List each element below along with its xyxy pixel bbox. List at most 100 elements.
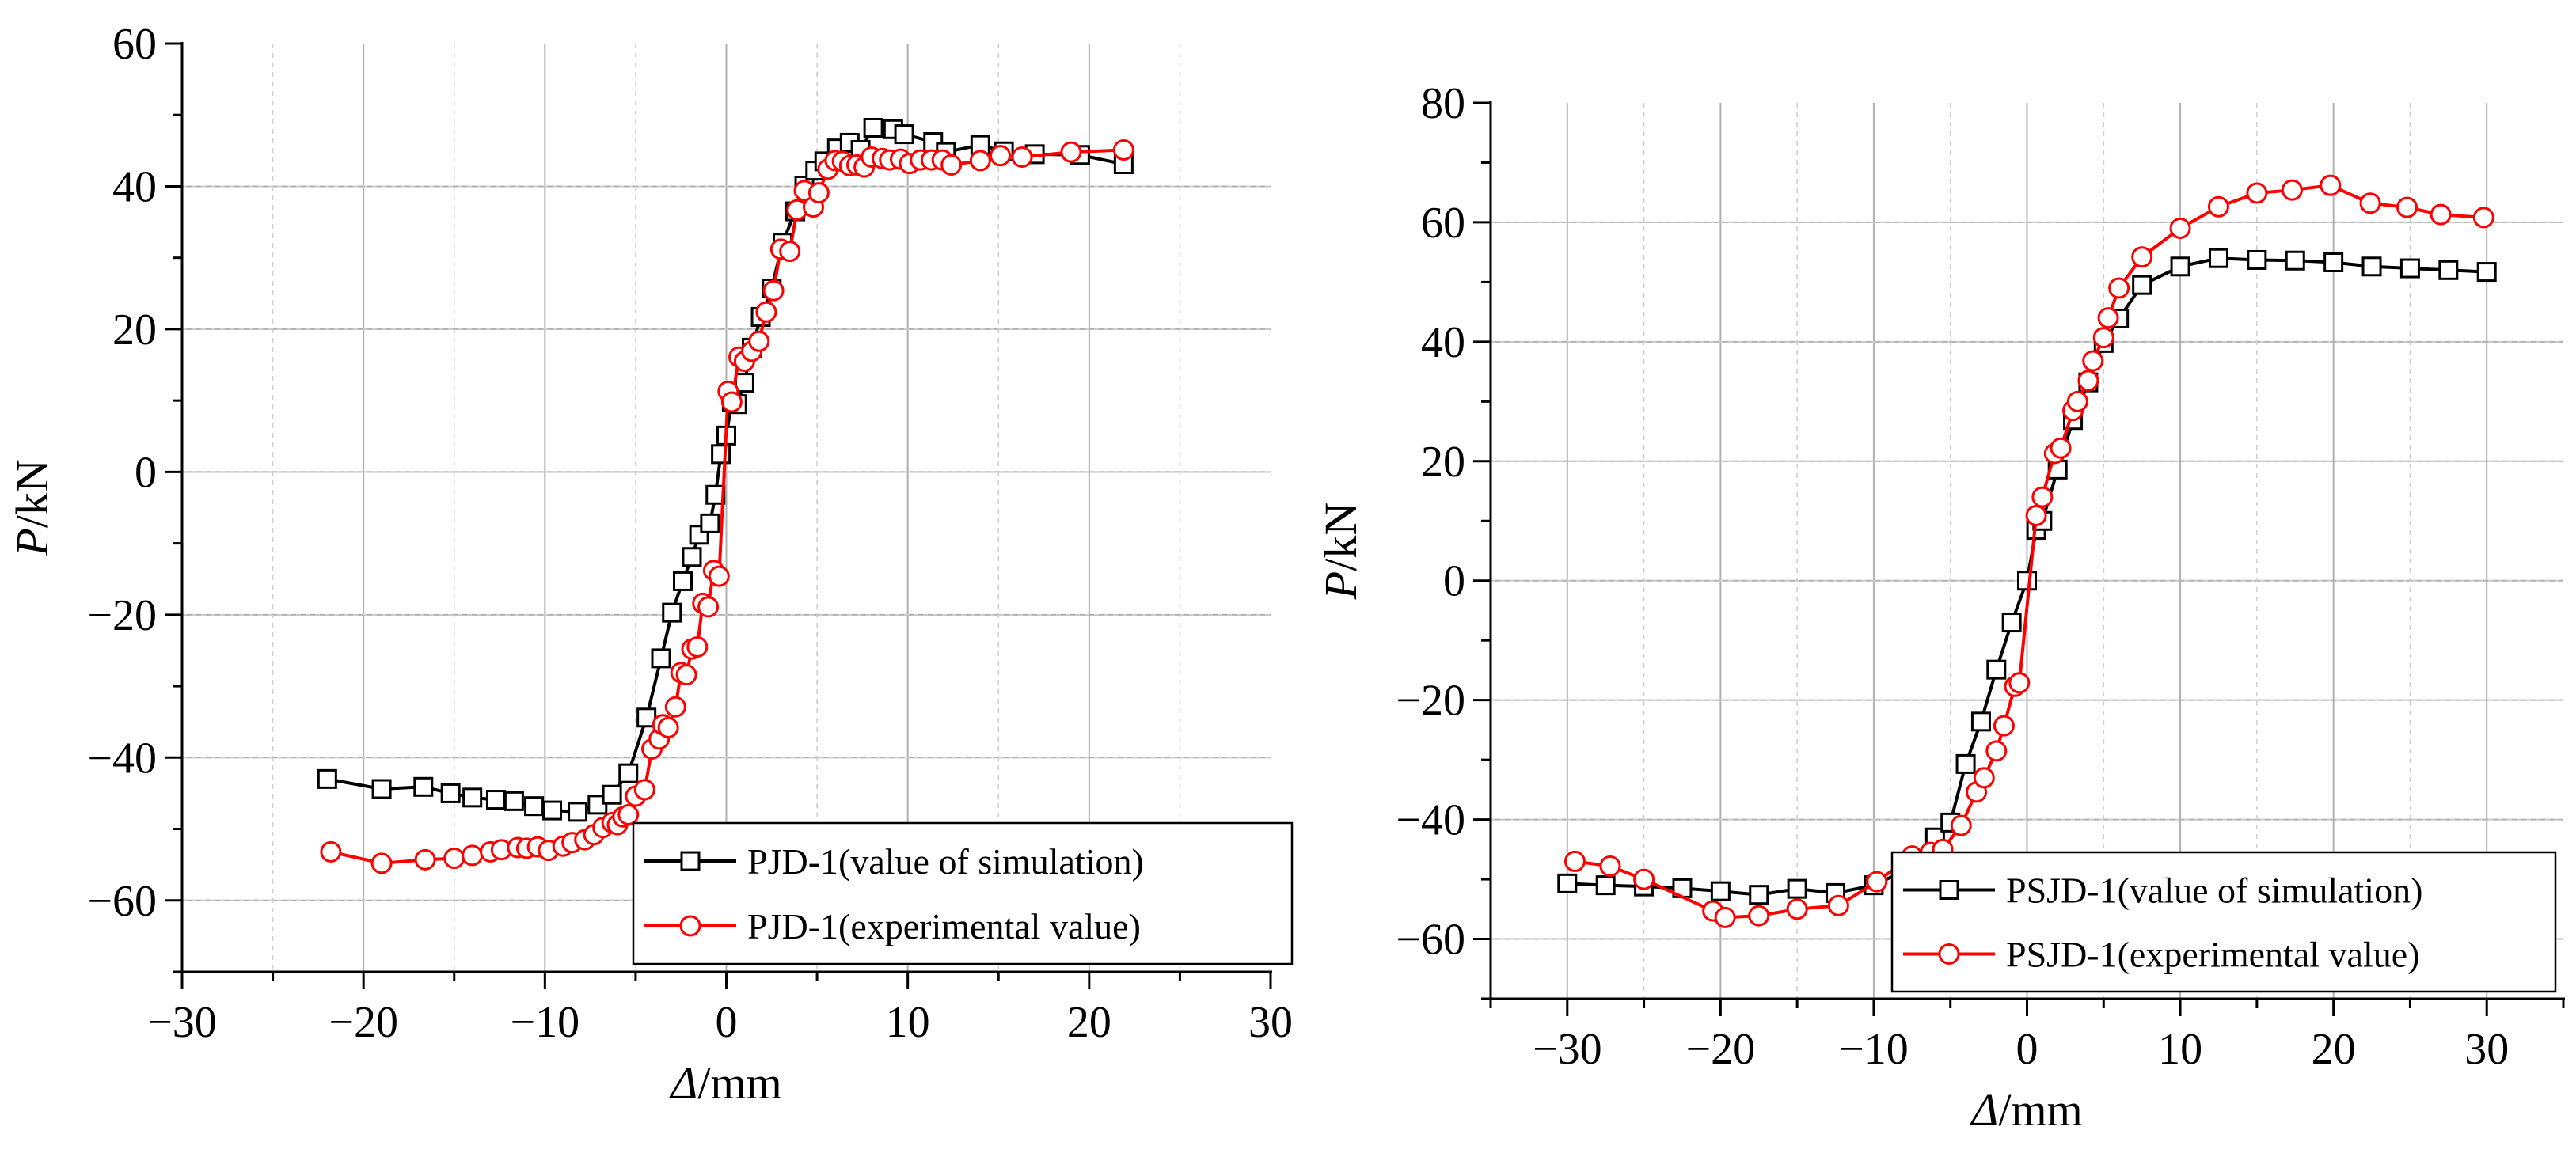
chart1-series0-point [1955, 753, 1976, 774]
y-axis-symbol: P [1315, 571, 1366, 600]
chart0-series0-point [894, 124, 914, 145]
chart1-series0-point [2399, 258, 2420, 279]
legend-marker-square [680, 851, 701, 871]
x-axis-title: Δ/mm [1970, 1084, 2082, 1136]
legend-marker-circle [679, 915, 701, 937]
chart0-series1-point [633, 779, 655, 801]
x-axis-title: Δ/mm [669, 1057, 781, 1109]
chart0-series1-point [462, 844, 484, 867]
chart1-series1-point [1866, 871, 1888, 893]
chart1-series1-point [2131, 246, 2153, 268]
chart1-series1-point [1993, 715, 2015, 737]
y-tick-label: −60 [1396, 916, 1465, 965]
chart0-series0-point [371, 779, 392, 799]
y-tick-label: 40 [112, 162, 157, 211]
chart1-series0-point [1787, 878, 1807, 899]
chart1-series1-point [1827, 894, 1849, 916]
chart-right-psjd1: −30 −20 −10 0 10 20 30−60−40−20020406080Δ/mmP/… [1315, 79, 2565, 1136]
y-tick-label: −40 [1396, 796, 1465, 845]
chart0-series0-point [673, 571, 693, 591]
chart0-series1-point [1112, 138, 1134, 161]
x-tick-label: 10 [2158, 1025, 2202, 1074]
chart0-series1-point [617, 803, 640, 825]
chart0-series0-point [700, 513, 720, 533]
chart1-series1-point [2207, 195, 2229, 218]
legend-box [632, 821, 1294, 965]
chart0-series0-point [413, 776, 434, 797]
y-tick-label: −20 [87, 591, 157, 640]
chart1-series1-point [2066, 390, 2088, 412]
chart0-series1-point [779, 241, 801, 263]
chart1-series1-point [1985, 740, 2008, 762]
chart1-series0-point [2438, 260, 2459, 280]
chart0-series0-point [503, 791, 524, 811]
x-tick-label: 10 [886, 998, 930, 1047]
chart1-series1-point [2050, 437, 2072, 459]
chart1-series0-point [1970, 711, 1991, 732]
chart1-series1-point [1973, 767, 1995, 789]
chart0-series0-point [568, 802, 588, 822]
chart1-series1-point [2320, 174, 2342, 196]
chart1-series1-point [2008, 672, 2031, 694]
legend-box [1890, 851, 2557, 993]
y-axis-unit: /kN [6, 459, 58, 528]
chart0-series1-point [969, 150, 991, 172]
chart1-series1-point [1786, 898, 1808, 920]
chart0-series0-point [587, 795, 608, 815]
y-axis-title: P/kN [6, 459, 58, 556]
chart1-series0-point [2285, 250, 2305, 271]
x-tick-label: −20 [329, 998, 398, 1047]
chart1-series1-point [2169, 217, 2191, 239]
chart0-series1-point [1060, 141, 1082, 163]
chart1-series1-point [2092, 327, 2114, 349]
x-tick-label: −20 [1686, 1025, 1756, 1074]
chart1-series0-point [1710, 881, 1731, 901]
chart1-series0-point [1595, 875, 1616, 896]
x-tick-label: −30 [147, 998, 217, 1047]
chart0-series0-point [485, 790, 506, 810]
x-axis-unit: /mm [697, 1057, 781, 1109]
chart0-series0-point [662, 602, 682, 623]
legend-label-1: PSJD-1(experimental value) [2006, 934, 2419, 974]
chart0-series0-point [440, 783, 461, 803]
chart0-series1-point [1011, 146, 1033, 168]
legend-marker-square [1939, 880, 1959, 901]
chart0-series0-point [651, 648, 671, 669]
chart1-series1-point [1950, 814, 1972, 836]
chart0-series1-point [762, 279, 785, 302]
y-tick-label: 60 [112, 20, 157, 69]
x-tick-label: 0 [2016, 1025, 2038, 1074]
chart1-series1-point [2031, 486, 2054, 508]
chart1-series1-point [2281, 179, 2303, 201]
y-tick-label: 20 [112, 305, 157, 355]
y-tick-label: 60 [1421, 199, 1465, 248]
y-axis-title: P/kN [1315, 503, 1366, 600]
chart0-series0-point [542, 800, 562, 821]
chart1-series0-point [2361, 256, 2382, 277]
chart0-series1-point [720, 391, 743, 413]
y-tick-label: 0 [135, 448, 157, 497]
x-tick-label: 20 [2312, 1025, 2356, 1074]
chart1-series0-point [2323, 252, 2344, 272]
chart1-series1-point [1633, 868, 1655, 890]
chart1-series0-point [1749, 885, 1769, 905]
chart1-series1-point [2430, 203, 2452, 226]
chart1-series0-point [2476, 262, 2497, 283]
chart0-series0-point [618, 763, 639, 783]
chart1-series0-point [2017, 571, 2037, 591]
chart0-series0-point [462, 787, 483, 808]
chart0-series0-point [317, 768, 337, 789]
chart1-series0-point [2001, 613, 2022, 633]
chart1-series1-point [2082, 350, 2104, 372]
chart0-series1-point [657, 716, 679, 738]
y-tick-label: −40 [87, 734, 157, 783]
chart0-series1-point [686, 635, 709, 658]
chart1-series0-point [1986, 659, 2007, 680]
x-axis-symbol: Δ [1970, 1084, 1998, 1136]
y-tick-label: 80 [1421, 79, 1465, 128]
x-axis-unit: /mm [1998, 1084, 2082, 1136]
chart1-series1-point [2077, 370, 2099, 392]
chart1-series1-point [1563, 850, 1586, 872]
x-tick-label: −30 [1533, 1025, 1602, 1074]
x-tick-label: −10 [511, 998, 580, 1047]
